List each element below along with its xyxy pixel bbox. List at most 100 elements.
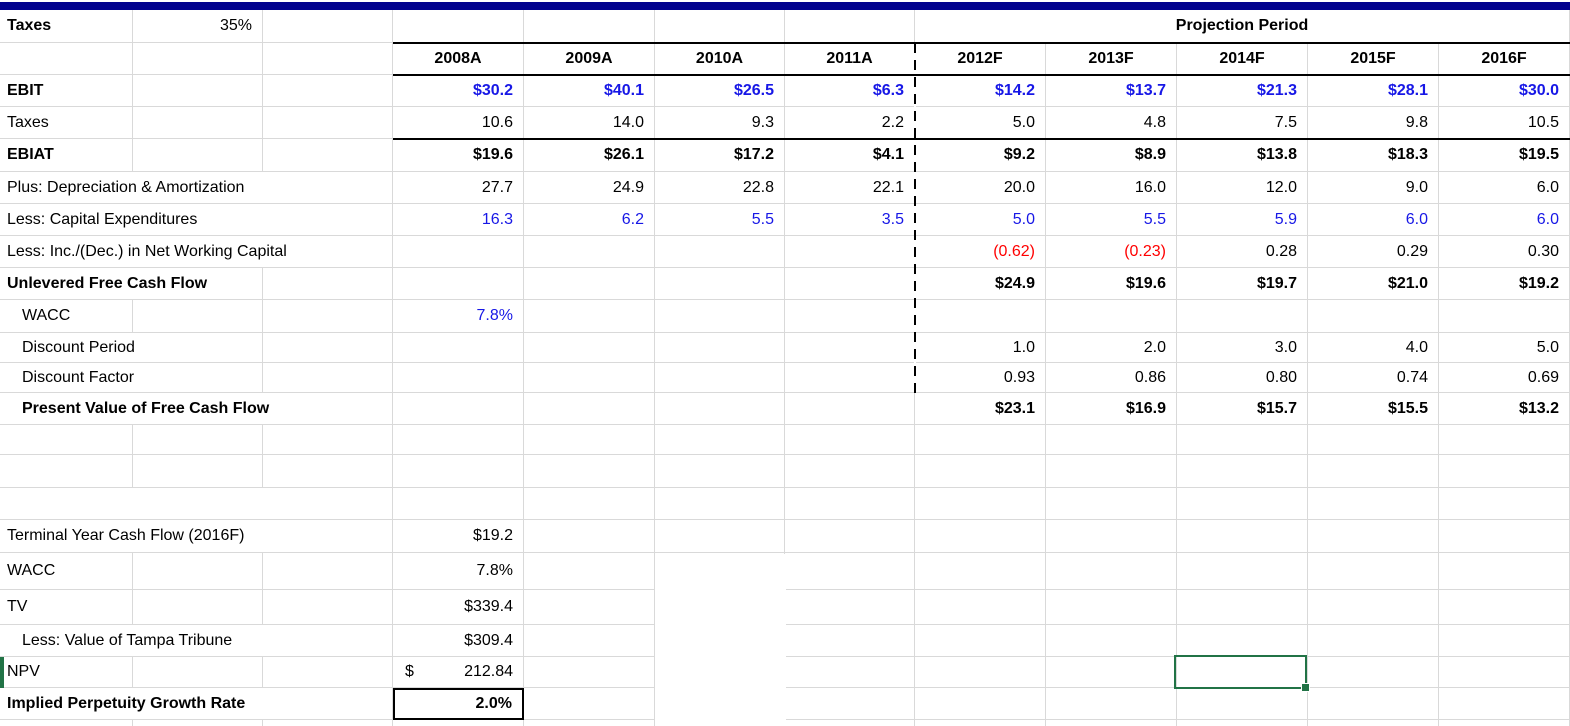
empty-cell[interactable]: [1046, 625, 1177, 657]
empty-cell[interactable]: [1308, 455, 1439, 488]
empty-cell[interactable]: [655, 488, 785, 520]
empty-cell[interactable]: [1439, 425, 1570, 455]
cell-row-ebiat-2013F[interactable]: $8.9: [1046, 139, 1177, 172]
cell-row-depreciation-2011A[interactable]: 22.1: [785, 172, 915, 204]
row-discount-period-label[interactable]: Discount Period: [0, 333, 263, 363]
empty-cell[interactable]: [1177, 553, 1308, 590]
empty-cell[interactable]: [1308, 720, 1439, 726]
empty-cell[interactable]: [1439, 590, 1570, 625]
row-tampa-label[interactable]: Less: Value of Tampa Tribune: [0, 625, 393, 657]
column-header-2014F[interactable]: 2014F: [1177, 43, 1308, 75]
empty-cell[interactable]: [263, 75, 393, 107]
cell-row-taxes-2013F[interactable]: 4.8: [1046, 107, 1177, 139]
empty-cell[interactable]: [915, 425, 1046, 455]
cell-row-discount-factor-2014F[interactable]: 0.80: [1177, 363, 1308, 393]
empty-cell[interactable]: [263, 139, 393, 172]
empty-cell[interactable]: [915, 553, 1046, 590]
cell-row-ebit-2008A[interactable]: $30.2: [393, 75, 524, 107]
empty-cell[interactable]: [0, 455, 133, 488]
empty-cell[interactable]: [393, 268, 524, 300]
cell-row-implied-growth-2008A[interactable]: 2.0%: [393, 688, 524, 720]
empty-cell[interactable]: [0, 425, 133, 455]
row-tv-label[interactable]: TV: [0, 590, 133, 625]
cell-row-taxes-2016F[interactable]: 10.5: [1439, 107, 1570, 139]
cell-row-capex-2012F[interactable]: 5.0: [915, 204, 1046, 236]
empty-cell[interactable]: [133, 455, 263, 488]
empty-cell[interactable]: [785, 590, 915, 625]
empty-cell[interactable]: [1177, 590, 1308, 625]
empty-cell[interactable]: [1177, 720, 1308, 726]
empty-cell[interactable]: [393, 363, 524, 393]
row-ebit-label[interactable]: EBIT: [0, 75, 133, 107]
empty-cell[interactable]: [524, 625, 655, 657]
cell-row-ufcf-2015F[interactable]: $21.0: [1308, 268, 1439, 300]
cell-row-ebiat-2015F[interactable]: $18.3: [1308, 139, 1439, 172]
row-ufcf-label[interactable]: Unlevered Free Cash Flow: [0, 268, 263, 300]
tax-rate-value[interactable]: 35%: [133, 10, 263, 43]
cell-row-discount-period-2016F[interactable]: 5.0: [1439, 333, 1570, 363]
column-header-2011A[interactable]: 2011A: [785, 43, 915, 75]
empty-cell[interactable]: [915, 720, 1046, 726]
empty-cell[interactable]: [524, 268, 655, 300]
empty-cell[interactable]: [1046, 425, 1177, 455]
empty-cell[interactable]: [393, 10, 524, 43]
empty-cell[interactable]: [1308, 657, 1439, 688]
cell-row-depreciation-2013F[interactable]: 16.0: [1046, 172, 1177, 204]
cell-row-capex-2009A[interactable]: 6.2: [524, 204, 655, 236]
empty-cell[interactable]: [263, 720, 393, 726]
empty-cell[interactable]: [785, 10, 915, 43]
empty-cell[interactable]: [263, 363, 393, 393]
row-ebiat-label[interactable]: EBIAT: [0, 139, 133, 172]
empty-cell[interactable]: [785, 268, 915, 300]
empty-cell[interactable]: [263, 455, 393, 488]
empty-cell[interactable]: [524, 455, 655, 488]
empty-cell[interactable]: [263, 300, 393, 333]
empty-cell[interactable]: [1439, 300, 1570, 333]
cell-row-discount-factor-2012F[interactable]: 0.93: [915, 363, 1046, 393]
row-terminal-cf-label[interactable]: Terminal Year Cash Flow (2016F): [0, 520, 393, 553]
cell-row-ebit-2014F[interactable]: $21.3: [1177, 75, 1308, 107]
empty-cell[interactable]: [655, 393, 785, 425]
empty-cell[interactable]: [1439, 625, 1570, 657]
empty-cell[interactable]: [785, 363, 915, 393]
empty-cell[interactable]: [915, 488, 1046, 520]
cell-row-pv-fcf-2012F[interactable]: $23.1: [915, 393, 1046, 425]
cell-row-terminal-cf-2008A[interactable]: $19.2: [393, 520, 524, 553]
cell-row-capex-2014F[interactable]: 5.9: [1177, 204, 1308, 236]
cell-row-ebit-2010A[interactable]: $26.5: [655, 75, 785, 107]
cell-row-discount-period-2012F[interactable]: 1.0: [915, 333, 1046, 363]
empty-cell[interactable]: [915, 455, 1046, 488]
empty-cell[interactable]: [785, 657, 915, 688]
empty-cell[interactable]: [1046, 720, 1177, 726]
row-taxes-label[interactable]: Taxes: [0, 107, 133, 139]
empty-cell[interactable]: [263, 425, 393, 455]
cell-row-discount-period-2014F[interactable]: 3.0: [1177, 333, 1308, 363]
empty-cell[interactable]: [1308, 553, 1439, 590]
empty-cell[interactable]: [263, 107, 393, 139]
cell-row-taxes-2011A[interactable]: 2.2: [785, 107, 915, 139]
cell-row-nwc-2016F[interactable]: 0.30: [1439, 236, 1570, 268]
empty-cell[interactable]: [524, 425, 655, 455]
empty-cell[interactable]: [1046, 300, 1177, 333]
empty-cell[interactable]: [524, 363, 655, 393]
empty-cell[interactable]: [655, 455, 785, 488]
empty-cell[interactable]: [133, 107, 263, 139]
cell-row-discount-factor-2013F[interactable]: 0.86: [1046, 363, 1177, 393]
empty-cell[interactable]: [785, 236, 915, 268]
cell-row-capex-2008A[interactable]: 16.3: [393, 204, 524, 236]
cell-row-capex-2011A[interactable]: 3.5: [785, 204, 915, 236]
row-implied-growth-label[interactable]: Implied Perpetuity Growth Rate: [0, 688, 393, 720]
empty-cell[interactable]: [0, 43, 133, 75]
cell-row-ebiat-2014F[interactable]: $13.8: [1177, 139, 1308, 172]
cell-row-ebiat-2016F[interactable]: $19.5: [1439, 139, 1570, 172]
row-nwc-label[interactable]: Less: Inc./(Dec.) in Net Working Capital: [0, 236, 393, 268]
tax-rate-label[interactable]: Taxes: [0, 10, 133, 43]
empty-cell[interactable]: [524, 720, 655, 726]
empty-cell[interactable]: [1177, 300, 1308, 333]
empty-cell[interactable]: [263, 590, 393, 625]
empty-cell[interactable]: [393, 236, 524, 268]
cell-row-depreciation-2015F[interactable]: 9.0: [1308, 172, 1439, 204]
cell-row-ebiat-2009A[interactable]: $26.1: [524, 139, 655, 172]
empty-cell[interactable]: [1439, 455, 1570, 488]
cell-row-ufcf-2014F[interactable]: $19.7: [1177, 268, 1308, 300]
